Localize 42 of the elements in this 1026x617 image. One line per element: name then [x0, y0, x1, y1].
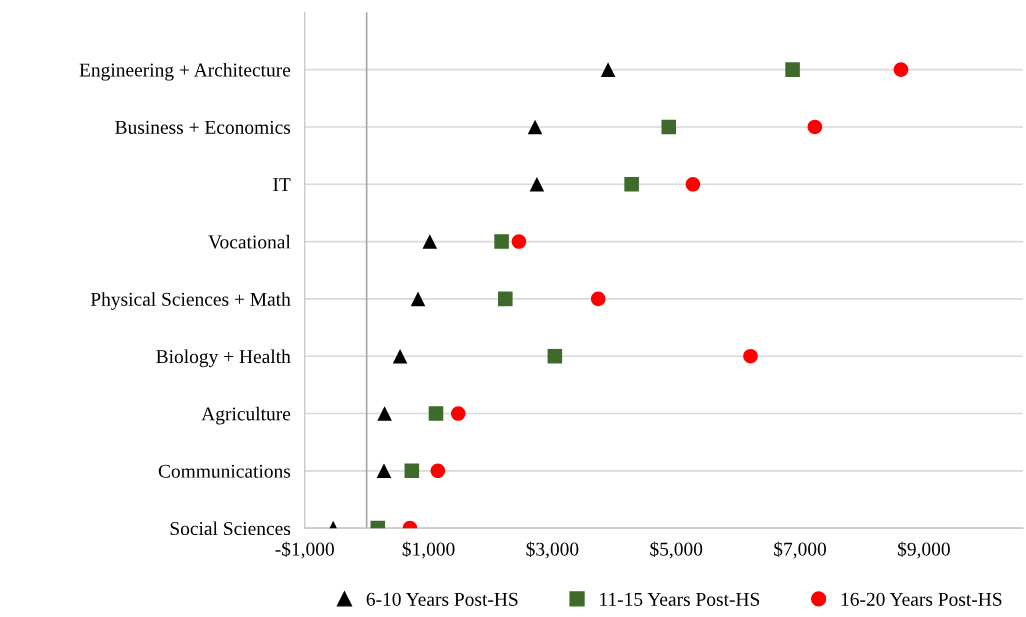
y-tick-label: Social Sciences	[170, 521, 291, 536]
point	[527, 119, 543, 135]
y-tick-label: Physical Sciences + Math	[90, 292, 291, 310]
point	[377, 406, 392, 421]
point	[661, 119, 677, 135]
point	[600, 62, 616, 77]
legend-label: 16-20 Years Post-HS	[841, 592, 1002, 606]
point	[422, 234, 438, 249]
x-tick-label: $5,000	[650, 541, 703, 559]
point	[410, 291, 426, 307]
point	[428, 406, 444, 421]
y-tick-label: Agriculture	[201, 406, 291, 425]
point	[743, 348, 758, 364]
point	[529, 176, 545, 192]
y-tick-label: IT	[273, 178, 291, 192]
x-tick-label: $7,000	[774, 541, 827, 559]
point	[404, 463, 420, 479]
x-tick-label: -$1,000	[275, 541, 334, 559]
point	[376, 463, 392, 479]
y-tick-label: Business + Economics	[115, 120, 291, 134]
point	[494, 234, 509, 249]
point	[392, 348, 408, 364]
x-tick-label: $3,000	[526, 541, 579, 559]
y-tick-label: Biology + Health	[156, 349, 291, 368]
legend-label: 6-10 Years Post-HS	[366, 592, 518, 606]
point	[893, 62, 909, 77]
point	[685, 176, 701, 192]
point	[590, 291, 606, 307]
point	[807, 119, 823, 135]
x-tick-label: $9,000	[897, 541, 950, 559]
y-tick-label: Engineering + Architecture	[79, 62, 291, 81]
point	[547, 348, 563, 364]
y-tick-label: Communications	[158, 464, 291, 478]
point	[430, 463, 446, 479]
point	[624, 176, 639, 192]
x-tick-label: $1,000	[402, 541, 455, 559]
point	[511, 234, 527, 249]
point	[450, 406, 466, 421]
legend-label: 11-15 Years Post-HS	[600, 592, 760, 606]
point	[785, 62, 800, 77]
y-tick-label: Vocational	[208, 234, 291, 249]
point	[498, 291, 513, 307]
